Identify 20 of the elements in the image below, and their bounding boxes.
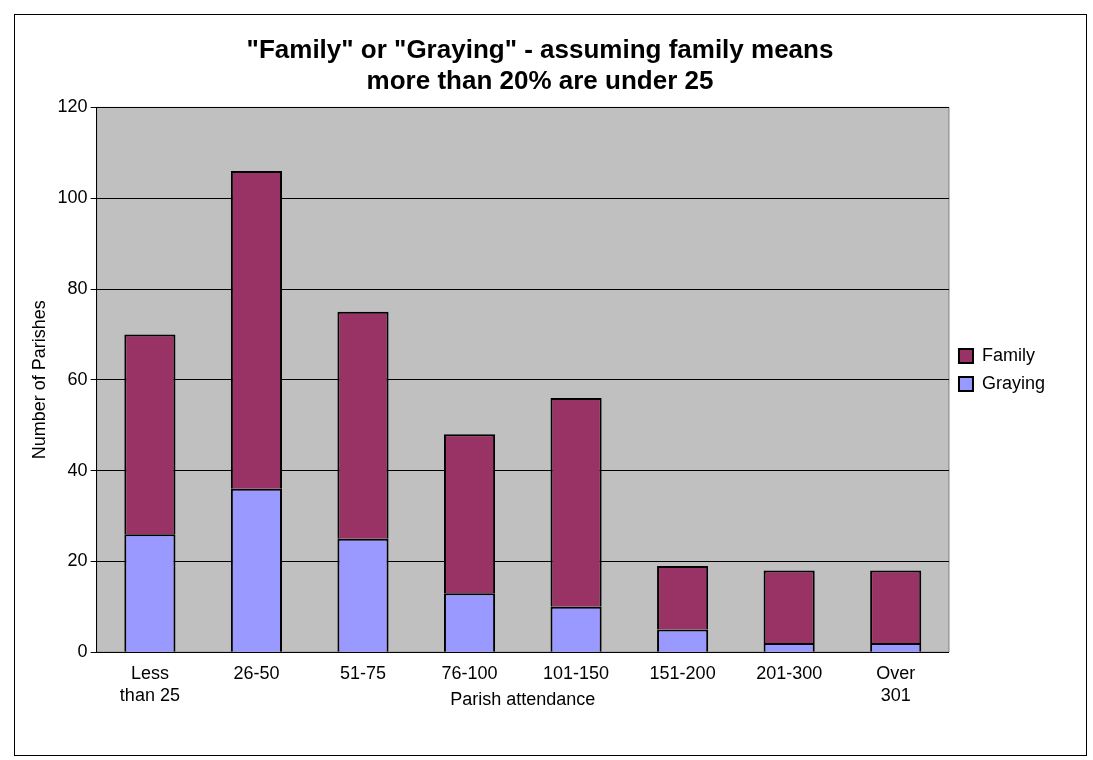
x-tick-label: 76-100 bbox=[441, 662, 498, 683]
x-tick-label: 151-200 bbox=[649, 662, 716, 683]
y-axis-title: Number of Parishes bbox=[28, 300, 49, 460]
y-tick-label: 0 bbox=[77, 641, 88, 662]
y-tick-label: 20 bbox=[67, 550, 88, 571]
legend-label: Family bbox=[981, 344, 1035, 365]
y-tick-label: 60 bbox=[67, 368, 88, 389]
x-tick-label: 26-50 bbox=[233, 662, 280, 683]
y-tick-label: 40 bbox=[67, 459, 88, 480]
x-tick-label: 51-75 bbox=[339, 662, 387, 683]
y-tick-label: 100 bbox=[57, 187, 88, 208]
x-tick-label: 101-150 bbox=[543, 662, 610, 683]
y-tick-label: 120 bbox=[57, 96, 88, 117]
x-tick-label: Over 301 bbox=[876, 662, 916, 705]
x-tick-label: Less than 25 bbox=[119, 662, 180, 705]
legend-label: Graying bbox=[981, 372, 1045, 393]
x-axis-title: Parish attendance bbox=[450, 689, 596, 710]
x-tick-label: 201-300 bbox=[756, 662, 823, 683]
y-tick-label: 80 bbox=[67, 277, 88, 298]
chart-title: "Family" or "Graying" - assuming family means more than 20% are under 25 bbox=[246, 33, 834, 95]
